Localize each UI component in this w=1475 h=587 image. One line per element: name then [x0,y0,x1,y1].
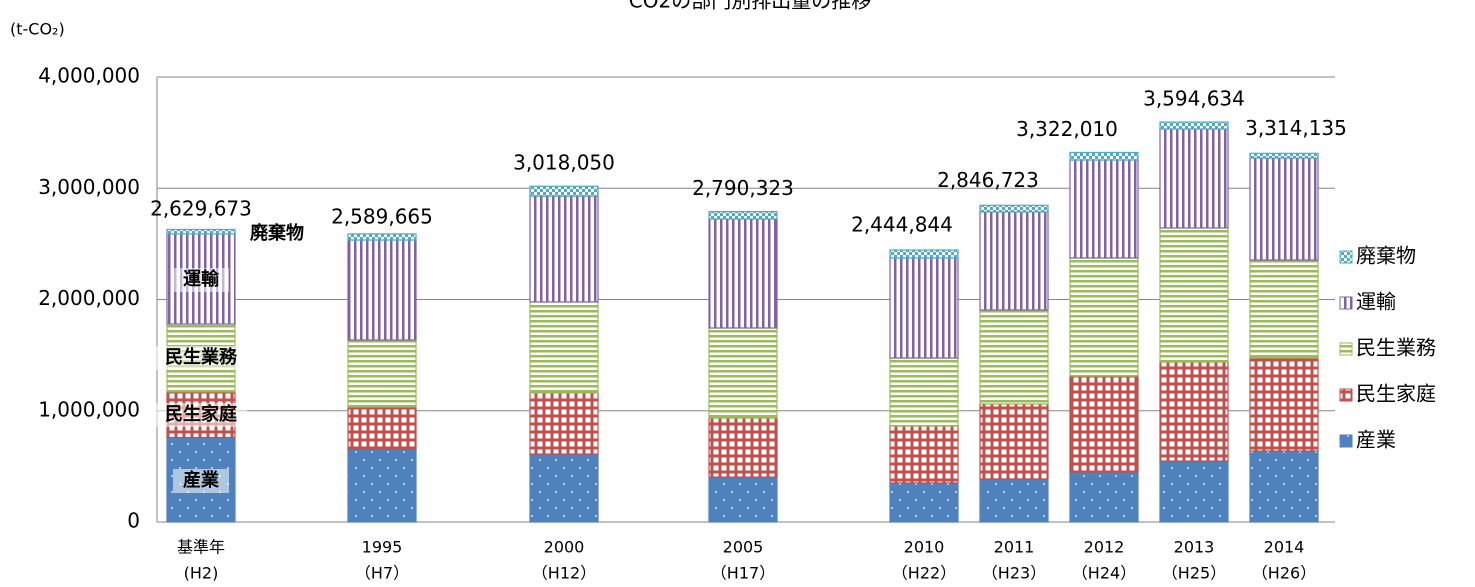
inbar-label: 運輸 [183,268,220,290]
x-tick-sublabel: （H22） [892,564,956,583]
chart-title: CO2の部門別排出量の推移 [629,0,871,13]
bar-segment [889,482,959,523]
x-tick-sublabel: （H23） [982,564,1046,583]
inbar-label-bg [155,403,247,427]
bar-segment [708,476,778,523]
bar-segment [1069,375,1139,473]
total-label: 3,322,010 [1016,117,1118,141]
x-tick-sublabel: （H26） [1252,564,1316,583]
inbar-label: 産業 [183,469,220,491]
legend-swatch [1339,296,1353,310]
legend-swatch [1339,342,1353,356]
x-tick-label: 2013 [1174,538,1215,557]
bar-segment [708,218,778,329]
total-label: 2,444,844 [851,212,953,236]
bar-segment [529,392,599,455]
x-tick-sublabel: （H17） [711,564,775,583]
y-tick-label: 2,000,000 [38,286,140,310]
bar-segment [889,357,959,427]
legend-swatch [1339,388,1353,402]
bar-segment [979,478,1049,523]
bar-segment [1159,128,1229,229]
total-label: 2,629,673 [150,197,252,221]
x-tick-sublabel: （H24） [1072,564,1136,583]
legend-label: 民生家庭 [1356,382,1436,406]
bar-segment [708,417,778,478]
x-tick-label: 2011 [994,538,1035,557]
bar-segment [529,301,599,394]
x-tick-label: 2014 [1264,538,1305,557]
y-tick-label: 4,000,000 [38,64,140,88]
bar-segment [979,211,1049,311]
bar-segment [1069,471,1139,523]
total-label: 3,018,050 [513,151,615,175]
x-tick-label: 2012 [1084,538,1125,557]
x-tick-sublabel: （H12） [532,564,596,583]
bar-segment [1069,159,1139,259]
bar-segment [529,185,599,197]
inbar-label: 廃棄物 [250,222,304,244]
bar-segment [166,228,236,235]
bar-segment [979,403,1049,480]
bar-segment [1249,157,1319,261]
bar-segment [1159,121,1229,130]
inbar-label-bg [173,469,229,493]
total-label: 2,589,665 [331,205,433,229]
bar-segment [1249,259,1319,359]
bar-segment [1069,151,1139,161]
x-tick-label: 2000 [544,538,585,557]
total-label: 3,314,135 [1245,116,1347,140]
bar-segment [529,453,599,523]
total-label: 2,790,323 [692,176,794,200]
legend-swatch [1339,250,1353,264]
bar-segment [979,204,1049,213]
x-tick-label: 1995 [362,538,403,557]
x-tick-label: 2010 [904,538,945,557]
total-label: 2,846,723 [937,168,1039,192]
bar-segment [347,239,417,341]
bar-segment [347,406,417,450]
bar-segment [347,233,417,241]
bar-segment [1249,152,1319,159]
bar-segment [529,195,599,303]
bar-segment [1159,460,1229,523]
bar-segment [889,249,959,259]
bar-segment [1159,227,1229,363]
x-tick-label: 2005 [723,538,764,557]
y-tick-label: 3,000,000 [38,175,140,199]
inbar-label-bg [173,268,229,292]
legend-swatch [1339,434,1353,448]
inbar-label: 民生家庭 [165,403,237,425]
bar-segment [347,339,417,408]
y-tick-label: 1,000,000 [38,397,140,421]
bar-segment [979,309,1049,405]
x-tick-sublabel: （H25） [1162,564,1226,583]
bar-segment [889,425,959,484]
bar-segment [708,327,778,419]
inbar-label: 民生業務 [165,346,238,368]
bar-segment [1069,257,1139,377]
bar-segment [708,211,778,220]
legend-label: 民生業務 [1356,336,1436,360]
bar-segment [1249,357,1319,452]
bar-segment [1249,450,1319,523]
legend-label: 運輸 [1356,290,1396,314]
bar-segment [1159,361,1229,462]
inbar-label-bg [155,346,247,370]
legend-label: 産業 [1356,428,1396,452]
y-axis-label: (t-CO₂) [10,20,65,39]
x-tick-sublabel: (H2) [184,564,219,583]
bar-segment [347,448,417,523]
y-tick-label: 0 [127,509,140,533]
total-label: 3,594,634 [1143,87,1245,111]
x-tick-label: 基準年 [177,538,225,557]
bar-segment [889,257,959,359]
legend-label: 廃棄物 [1356,244,1416,268]
x-tick-sublabel: （H7） [355,564,409,583]
